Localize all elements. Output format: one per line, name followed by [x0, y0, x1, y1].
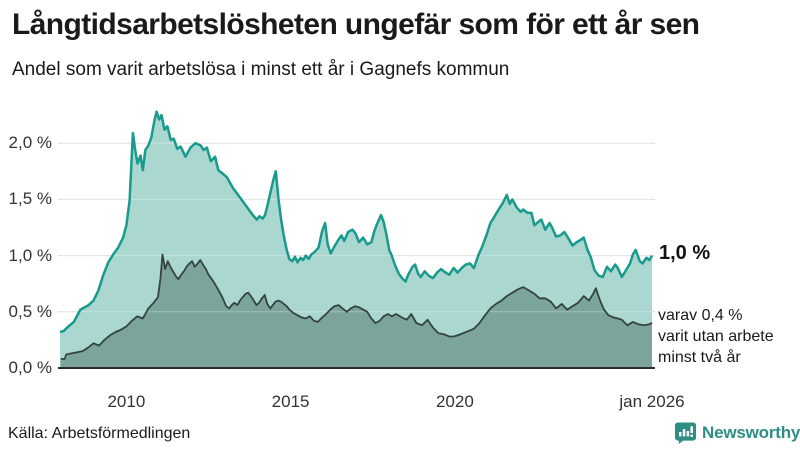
series-annotation: varav 0,4 % varit utan arbete minst två … — [658, 305, 774, 368]
x-tick-label: jan 2026 — [619, 392, 685, 411]
annotation-line: varav 0,4 % — [658, 307, 743, 324]
source-credit: Källa: Arbetsförmedlingen — [8, 425, 191, 442]
newsworthy-brand: Newsworthy — [674, 421, 800, 444]
series-line — [59, 110, 654, 334]
page-title: Långtidsarbetslösheten ungefär som för e… — [12, 8, 700, 41]
annotation-line: minst två år — [658, 349, 741, 366]
x-tick-label: 2010 — [107, 392, 146, 411]
newsworthy-logo-icon — [674, 422, 697, 444]
y-tick-label: 1,0 % — [8, 245, 52, 265]
series-line — [60, 253, 653, 360]
y-tick-label: 1,5 % — [8, 189, 52, 209]
area-fill — [60, 111, 652, 368]
y-tick-label: 0,5 % — [8, 301, 52, 321]
y-tick-label: 0,0 % — [8, 358, 52, 377]
x-tick-label: 2020 — [435, 392, 474, 411]
y-tick-label: 2,0 % — [8, 133, 52, 153]
area-fill — [60, 254, 652, 368]
annotation-line: varit utan arbete — [658, 328, 774, 345]
page-subtitle: Andel som varit arbetslösa i minst ett å… — [12, 59, 510, 80]
newsworthy-wordmark: Newsworthy — [702, 422, 800, 442]
x-tick-label: 2015 — [271, 392, 310, 411]
series-end-value-label: 1,0 % — [659, 242, 711, 264]
